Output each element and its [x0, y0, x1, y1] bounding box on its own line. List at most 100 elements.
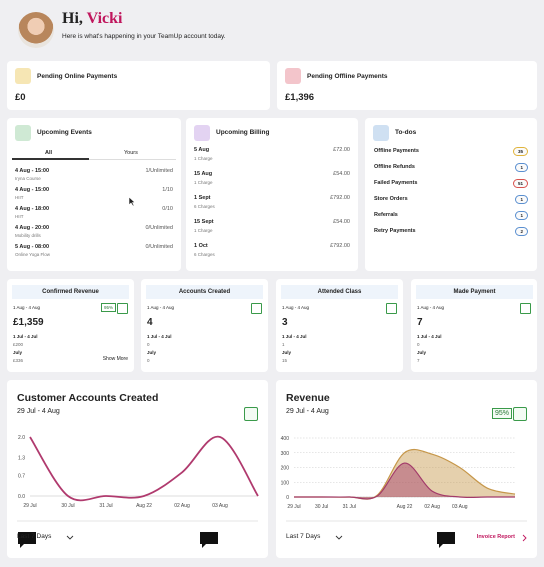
- billing-amount: £54.00: [333, 171, 350, 177]
- billing-date[interactable]: 5 Aug: [194, 147, 210, 153]
- stat-range: 1 Aug - 4 Aug: [13, 305, 41, 310]
- todo-label[interactable]: Store Orders: [374, 196, 408, 202]
- prev-value: £200: [13, 342, 24, 347]
- billing-amount: £72.00: [333, 147, 350, 153]
- stat-title: Confirmed Revenue: [12, 285, 129, 299]
- todo-label[interactable]: Referrals: [374, 212, 398, 218]
- todo-label[interactable]: Failed Payments: [374, 180, 418, 186]
- prev-range: 1 Jul - 4 Jul: [417, 334, 442, 339]
- event-time[interactable]: 4 Aug - 15:00: [15, 168, 50, 174]
- stat-range: 1 Aug - 4 Aug: [282, 305, 310, 310]
- event-count: 1/Unlimited: [145, 168, 173, 174]
- month: July: [147, 350, 157, 355]
- trend-icon: [251, 303, 262, 314]
- event-name: Iryna Course: [15, 176, 41, 181]
- chart-card: Customer Accounts Created 29 Jul - 4 Aug 0…: [7, 380, 268, 558]
- stat-value: £1,359: [13, 317, 44, 328]
- event-time[interactable]: 4 Aug - 18:00: [15, 206, 50, 212]
- card-title: Upcoming Events: [37, 129, 92, 136]
- billing-date[interactable]: 1 Sept: [194, 195, 211, 201]
- subtitle: Here is what's happening in your TeamUp …: [62, 33, 226, 40]
- card-title: To-dos: [395, 129, 417, 136]
- todo-count: 1: [515, 163, 528, 172]
- tab-underline: [12, 158, 89, 160]
- y-tick-label: 0: [286, 495, 289, 501]
- event-name: HIIT: [15, 195, 24, 200]
- trend-button[interactable]: [244, 407, 258, 421]
- range-select[interactable]: Last 7 Days: [17, 533, 52, 540]
- event-time[interactable]: 5 Aug - 08:00: [15, 244, 50, 250]
- card-title: Pending Offline Payments: [307, 73, 388, 80]
- stat-title: Made Payment: [416, 285, 533, 299]
- stat-card: Confirmed Revenue 1 Aug - 4 Aug 95% £1,359 1…: [7, 279, 134, 372]
- x-tick-label: 31 Jul: [343, 504, 356, 510]
- x-tick-label: 31 Jul: [99, 503, 112, 509]
- icon: [15, 68, 31, 84]
- x-tick-label: 02 Aug: [424, 504, 440, 510]
- trend-icon: [386, 303, 397, 314]
- todo-count: 2: [515, 227, 528, 236]
- billing-charges: 1 Charge: [194, 228, 213, 233]
- range-select[interactable]: Last 7 Days: [286, 533, 321, 540]
- event-time[interactable]: 4 Aug - 15:00: [15, 187, 50, 193]
- invoice-link[interactable]: Invoice Report: [476, 534, 515, 540]
- todo-label[interactable]: Retry Payments: [374, 228, 416, 234]
- stat-badge: 95%: [100, 303, 116, 312]
- icon: [373, 125, 389, 141]
- x-tick-label: Aug 22: [136, 503, 152, 509]
- y-tick-label: 200: [281, 466, 290, 472]
- greeting-text: Hi,: [62, 10, 83, 27]
- month: July: [282, 350, 292, 355]
- chat-icon: [200, 532, 218, 548]
- amount: £1,396: [285, 92, 315, 103]
- x-tick-label: 02 Aug: [174, 503, 190, 509]
- trend-button[interactable]: [513, 407, 527, 421]
- stat-value: 7: [417, 317, 423, 328]
- todos-card: To-dos Offline Payments 35 Offline Refunds 1…: [365, 118, 537, 271]
- billing-date[interactable]: 15 Aug: [194, 171, 213, 177]
- event-count: 1/10: [162, 187, 173, 193]
- area: [294, 449, 515, 500]
- show-more[interactable]: Show More: [102, 356, 128, 362]
- todo-label[interactable]: Offline Payments: [374, 148, 419, 154]
- event-name: Mobility drills: [15, 233, 41, 238]
- icon: [15, 125, 31, 141]
- month: July: [417, 350, 427, 355]
- month: July: [13, 350, 23, 355]
- chart-title: Customer Accounts Created: [17, 392, 159, 404]
- billing-card: Upcoming Billing 5 Aug £72.00 1 Charge 15 Au…: [186, 118, 358, 271]
- tab[interactable]: Yours: [124, 150, 138, 156]
- trend-icon: [520, 303, 531, 314]
- card-title: Pending Online Payments: [37, 73, 118, 80]
- prev-range: 1 Jul - 4 Jul: [13, 334, 38, 339]
- chart-badge: 95%: [491, 408, 512, 419]
- billing-charges: 1 Charge: [194, 156, 213, 161]
- pending-card: Pending Offline Payments £1,396: [277, 61, 537, 110]
- month-value: 15: [282, 358, 288, 363]
- icon: [194, 125, 210, 141]
- tab-divider: [12, 159, 176, 160]
- billing-date[interactable]: 15 Sept: [194, 219, 214, 225]
- amount: £0: [15, 92, 26, 103]
- events-card: Upcoming Events All Yours 4 Aug - 15:00 1/Un…: [7, 118, 181, 271]
- todo-label[interactable]: Offline Refunds: [374, 164, 415, 170]
- chart-title: Revenue: [286, 392, 330, 404]
- y-tick-label: 2.0: [18, 435, 25, 441]
- chat-icon: [18, 532, 36, 548]
- month-value: 0: [147, 358, 150, 363]
- billing-charges: 1 Charge: [194, 180, 213, 185]
- event-name: Online Yoga Flow: [15, 252, 51, 257]
- month-value: £336: [13, 358, 24, 363]
- prev-value: 1: [282, 342, 285, 347]
- chevron: [522, 534, 527, 542]
- billing-date[interactable]: 1 Oct: [194, 243, 208, 249]
- billing-amount: £792.00: [330, 195, 350, 201]
- event-time[interactable]: 4 Aug - 20:00: [15, 225, 50, 231]
- tab[interactable]: All: [45, 150, 53, 156]
- icon: [285, 68, 301, 84]
- x-tick-label: Aug 22: [397, 504, 413, 510]
- x-tick-label: 29 Jul: [23, 503, 36, 509]
- stat-card: Attended Class 1 Aug - 4 Aug 3 1 Jul - 4 Ju…: [276, 279, 403, 372]
- chart-card: Revenue 29 Jul - 4 Aug 95% 0 100 200 300 400 29 …: [276, 380, 537, 558]
